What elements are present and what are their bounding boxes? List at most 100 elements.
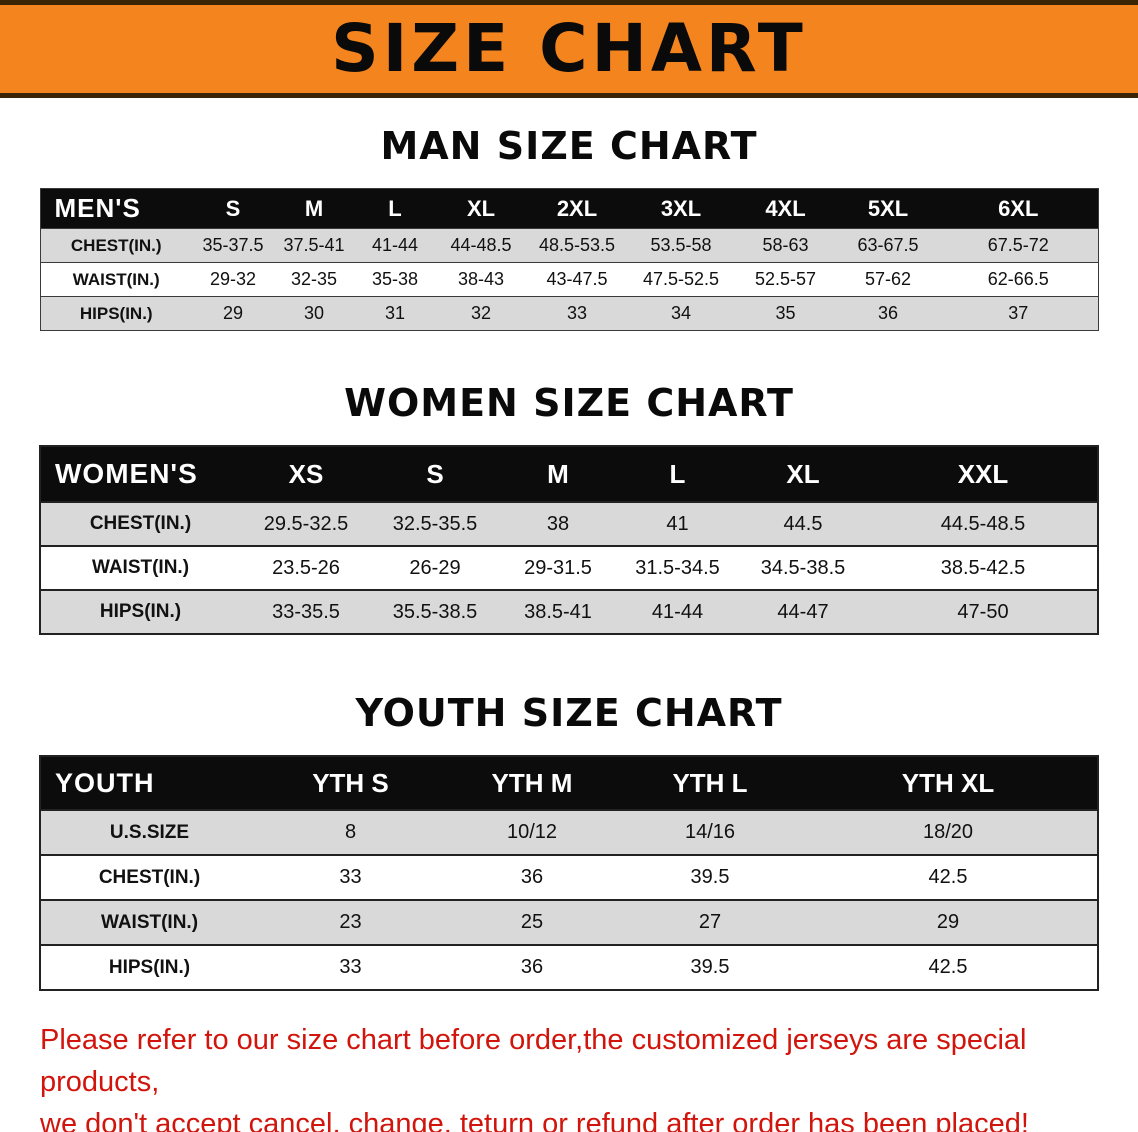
size-value-cell: 29 bbox=[799, 899, 1098, 945]
column-header: XS bbox=[240, 446, 372, 502]
size-value-cell: 47.5-52.5 bbox=[628, 262, 734, 297]
column-header: L bbox=[354, 188, 436, 229]
table-row: HIPS(IN.) 33-35.5 35.5-38.5 38.5-41 41-4… bbox=[40, 589, 1098, 634]
men-size-table: MEN'S S M L XL 2XL 3XL 4XL 5XL 6XL CHEST… bbox=[39, 188, 1099, 331]
size-value-cell: 52.5-57 bbox=[734, 262, 837, 297]
column-header: XXL bbox=[869, 446, 1098, 502]
size-value-cell: 31.5-34.5 bbox=[618, 545, 737, 590]
row-label-cell: HIPS(IN.) bbox=[40, 944, 258, 990]
size-value-cell: 29 bbox=[192, 296, 274, 331]
column-header: S bbox=[192, 188, 274, 229]
size-value-cell: 31 bbox=[354, 296, 436, 331]
women-header-row: WOMEN'S XS S M L XL XXL bbox=[40, 446, 1098, 502]
youth-section-heading: YOUTH SIZE CHART bbox=[355, 691, 783, 735]
women-size-table: WOMEN'S XS S M L XL XXL CHEST(IN.) 29.5-… bbox=[39, 445, 1099, 635]
column-header: XL bbox=[737, 446, 869, 502]
size-value-cell: 38-43 bbox=[436, 262, 526, 297]
column-header: 5XL bbox=[837, 188, 939, 229]
size-value-cell: 44.5-48.5 bbox=[869, 501, 1098, 546]
men-section-heading: MAN SIZE CHART bbox=[380, 124, 758, 168]
size-value-cell: 38.5-41 bbox=[498, 589, 618, 634]
women-section-heading: WOMEN SIZE CHART bbox=[344, 381, 794, 425]
size-value-cell: 57-62 bbox=[837, 262, 939, 297]
row-label-cell: WAIST(IN.) bbox=[40, 262, 192, 297]
size-value-cell: 35-38 bbox=[354, 262, 436, 297]
table-row: HIPS(IN.) 33 36 39.5 42.5 bbox=[40, 944, 1098, 990]
size-value-cell: 38 bbox=[498, 501, 618, 546]
table-row: CHEST(IN.) 35-37.5 37.5-41 41-44 44-48.5… bbox=[40, 228, 1098, 263]
size-value-cell: 33-35.5 bbox=[240, 589, 372, 634]
size-value-cell: 23 bbox=[258, 899, 443, 945]
size-value-cell: 34.5-38.5 bbox=[737, 545, 869, 590]
size-value-cell: 33 bbox=[526, 296, 628, 331]
size-value-cell: 33 bbox=[258, 944, 443, 990]
youth-size-table: YOUTH YTH S YTH M YTH L YTH XL U.S.SIZE … bbox=[39, 755, 1099, 991]
size-value-cell: 32 bbox=[436, 296, 526, 331]
row-label-cell: CHEST(IN.) bbox=[40, 228, 192, 263]
size-value-cell: 36 bbox=[443, 944, 621, 990]
column-header: 6XL bbox=[939, 188, 1098, 229]
men-corner-header: MEN'S bbox=[40, 188, 192, 229]
row-label-cell: HIPS(IN.) bbox=[40, 589, 240, 634]
size-value-cell: 42.5 bbox=[799, 854, 1098, 900]
row-label-cell: CHEST(IN.) bbox=[40, 501, 240, 546]
size-value-cell: 32-35 bbox=[274, 262, 354, 297]
table-row: CHEST(IN.) 33 36 39.5 42.5 bbox=[40, 854, 1098, 900]
column-header: 4XL bbox=[734, 188, 837, 229]
size-value-cell: 48.5-53.5 bbox=[526, 228, 628, 263]
size-value-cell: 30 bbox=[274, 296, 354, 331]
row-label-cell: WAIST(IN.) bbox=[40, 899, 258, 945]
size-value-cell: 63-67.5 bbox=[837, 228, 939, 263]
size-value-cell: 44.5 bbox=[737, 501, 869, 546]
size-value-cell: 27 bbox=[621, 899, 799, 945]
banner: SIZE CHART bbox=[0, 0, 1138, 98]
column-header: XL bbox=[436, 188, 526, 229]
size-value-cell: 34 bbox=[628, 296, 734, 331]
disclaimer-line-2: we don't accept cancel, change, teturn o… bbox=[40, 1108, 1029, 1132]
size-value-cell: 29.5-32.5 bbox=[240, 501, 372, 546]
size-value-cell: 32.5-35.5 bbox=[372, 501, 498, 546]
size-value-cell: 33 bbox=[258, 854, 443, 900]
size-value-cell: 18/20 bbox=[799, 809, 1098, 855]
size-value-cell: 23.5-26 bbox=[240, 545, 372, 590]
size-value-cell: 53.5-58 bbox=[628, 228, 734, 263]
size-value-cell: 62-66.5 bbox=[939, 262, 1098, 297]
size-value-cell: 38.5-42.5 bbox=[869, 545, 1098, 590]
disclaimer-text: Please refer to our size chart before or… bbox=[40, 1019, 1100, 1132]
size-value-cell: 43-47.5 bbox=[526, 262, 628, 297]
row-label-cell: U.S.SIZE bbox=[40, 809, 258, 855]
table-row: HIPS(IN.) 29 30 31 32 33 34 35 36 37 bbox=[40, 296, 1098, 331]
column-header: YTH M bbox=[443, 756, 621, 810]
size-value-cell: 35 bbox=[734, 296, 837, 331]
column-header: 2XL bbox=[526, 188, 628, 229]
men-header-row: MEN'S S M L XL 2XL 3XL 4XL 5XL 6XL bbox=[40, 188, 1098, 229]
column-header: M bbox=[274, 188, 354, 229]
size-value-cell: 39.5 bbox=[621, 854, 799, 900]
size-value-cell: 47-50 bbox=[869, 589, 1098, 634]
size-value-cell: 29-31.5 bbox=[498, 545, 618, 590]
column-header: 3XL bbox=[628, 188, 734, 229]
size-value-cell: 41-44 bbox=[354, 228, 436, 263]
size-value-cell: 42.5 bbox=[799, 944, 1098, 990]
size-value-cell: 37.5-41 bbox=[274, 228, 354, 263]
size-value-cell: 39.5 bbox=[621, 944, 799, 990]
youth-header-row: YOUTH YTH S YTH M YTH L YTH XL bbox=[40, 756, 1098, 810]
row-label-cell: WAIST(IN.) bbox=[40, 545, 240, 590]
size-value-cell: 26-29 bbox=[372, 545, 498, 590]
size-value-cell: 35-37.5 bbox=[192, 228, 274, 263]
size-value-cell: 10/12 bbox=[443, 809, 621, 855]
size-value-cell: 67.5-72 bbox=[939, 228, 1098, 263]
size-value-cell: 36 bbox=[837, 296, 939, 331]
table-row: WAIST(IN.) 23 25 27 29 bbox=[40, 899, 1098, 945]
size-value-cell: 29-32 bbox=[192, 262, 274, 297]
size-value-cell: 25 bbox=[443, 899, 621, 945]
table-row: WAIST(IN.) 23.5-26 26-29 29-31.5 31.5-34… bbox=[40, 545, 1098, 590]
disclaimer-line-1: Please refer to our size chart before or… bbox=[40, 1024, 1027, 1099]
column-header: L bbox=[618, 446, 737, 502]
size-value-cell: 37 bbox=[939, 296, 1098, 331]
table-row: U.S.SIZE 8 10/12 14/16 18/20 bbox=[40, 809, 1098, 855]
women-corner-header: WOMEN'S bbox=[40, 446, 240, 502]
row-label-cell: HIPS(IN.) bbox=[40, 296, 192, 331]
size-value-cell: 44-47 bbox=[737, 589, 869, 634]
size-value-cell: 44-48.5 bbox=[436, 228, 526, 263]
